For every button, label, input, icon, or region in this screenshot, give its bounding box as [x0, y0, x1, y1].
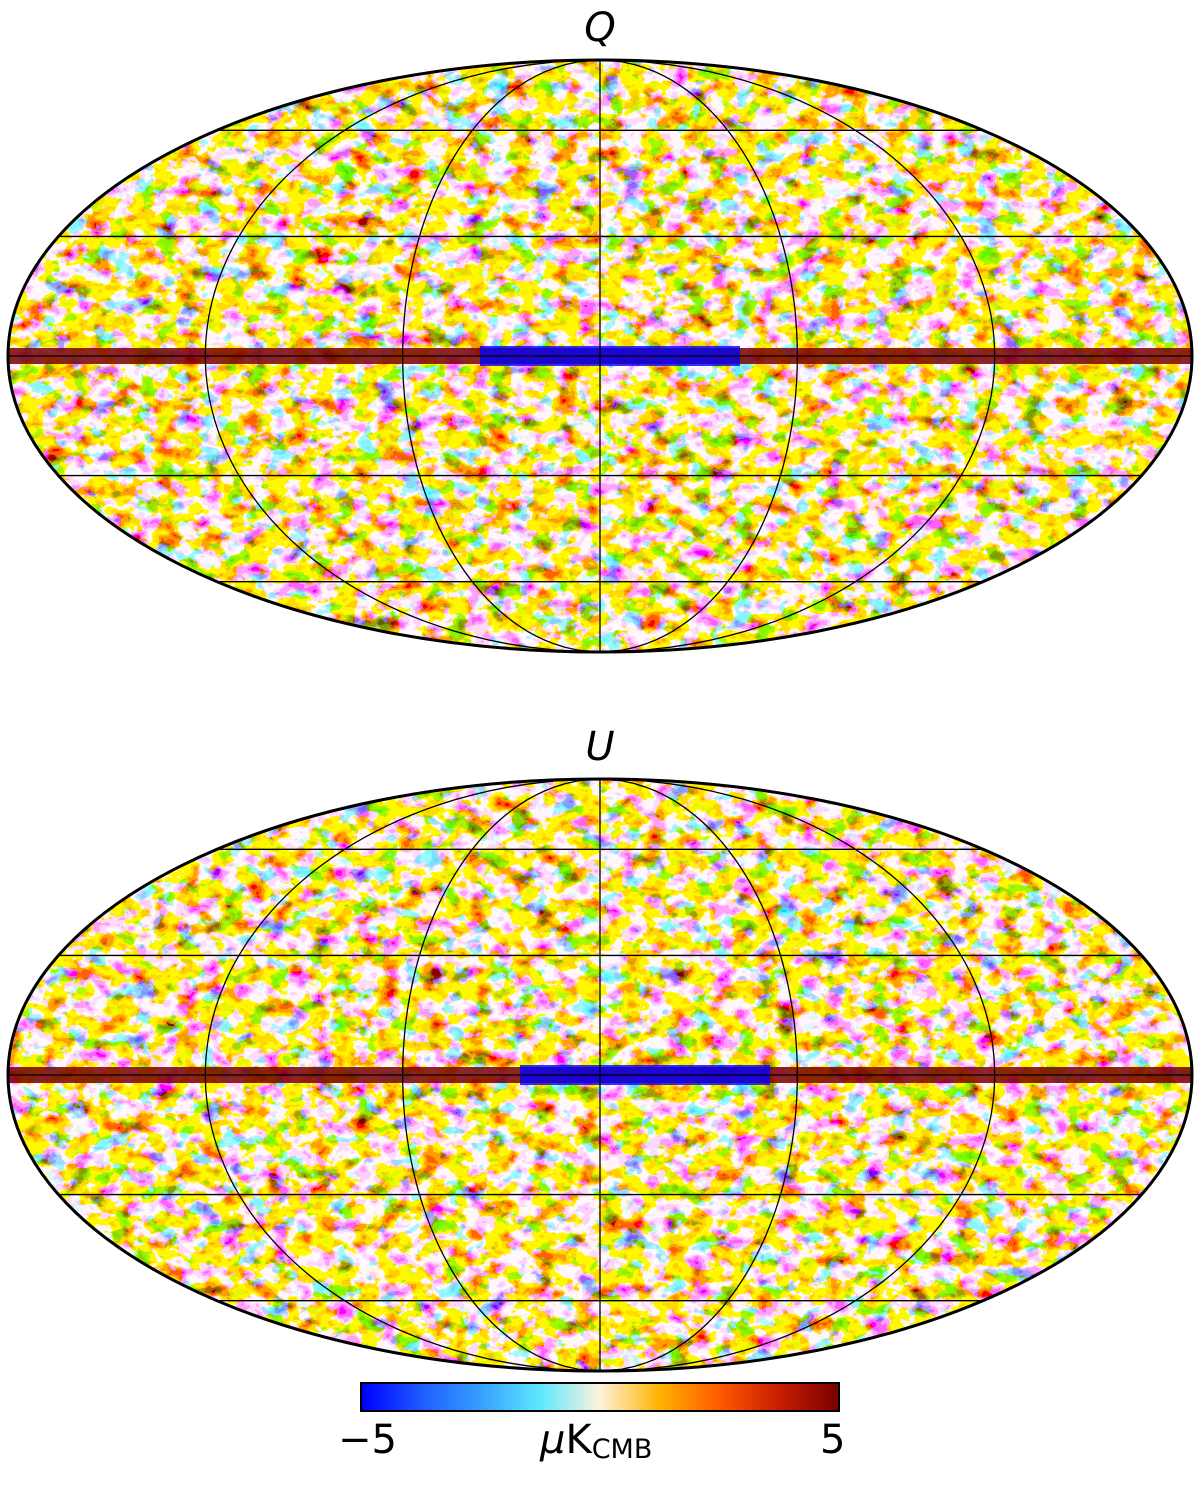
map-svg-1: [6, 777, 1194, 1373]
map-svg-0: [6, 58, 1194, 654]
map-title-u: U: [585, 724, 615, 770]
mollweide-map-u: [0, 767, 1200, 1387]
meridian-line: [204, 779, 601, 1371]
graticule: [8, 779, 1192, 1371]
sky-field: [8, 779, 1192, 1371]
meridian-line: [599, 60, 798, 652]
map-outline: [6, 777, 1194, 1373]
meridian-line: [402, 60, 601, 652]
graticule: [8, 60, 1192, 652]
map-title-q: Q: [584, 5, 616, 51]
map-outline: [6, 58, 1194, 654]
colorbar-gradient: [360, 1382, 840, 1412]
unit-sub: CMB: [591, 1433, 653, 1465]
mollweide-map-q: [0, 48, 1200, 668]
unit-prefix: μ: [540, 1417, 566, 1463]
colorbar-min-label: −5: [338, 1417, 397, 1463]
meridian-line: [204, 60, 601, 652]
colorbar-unit-label: μKCMB: [540, 1420, 652, 1463]
colorbar-max-label: 5: [820, 1417, 846, 1463]
unit-main: K: [565, 1417, 592, 1463]
meridian-line: [599, 779, 996, 1371]
meridian-line: [599, 779, 798, 1371]
meridian-line: [599, 60, 996, 652]
sky-field: [8, 60, 1192, 652]
meridian-line: [402, 779, 601, 1371]
colorbar: [360, 1382, 840, 1412]
